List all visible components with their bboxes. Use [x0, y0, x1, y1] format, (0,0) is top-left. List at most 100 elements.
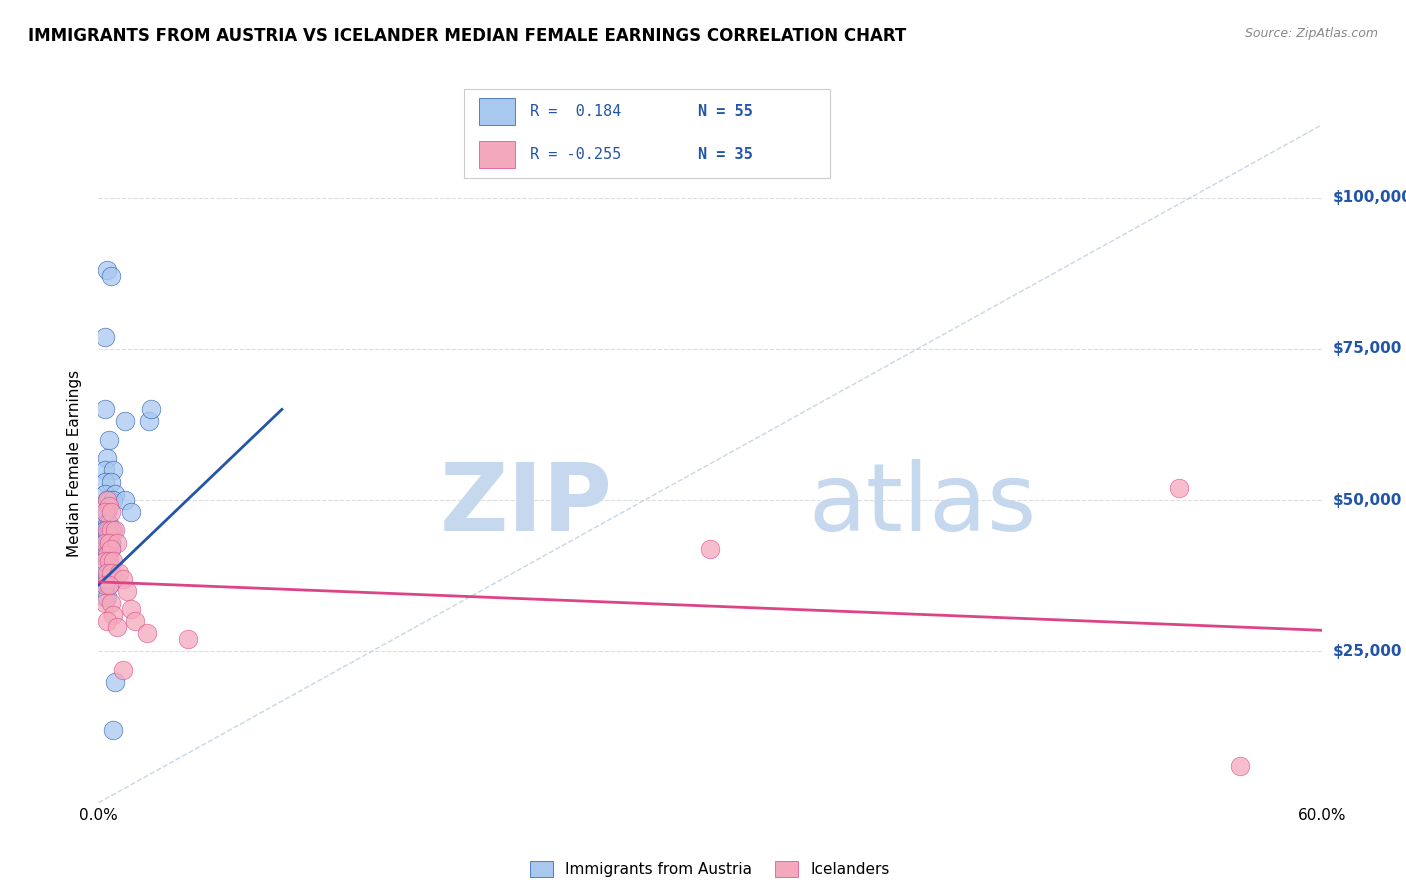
Point [120, 505, 142, 519]
Point [93, 529, 115, 543]
Point [93, 535, 115, 549]
Point [138, 414, 160, 429]
Point [101, 524, 124, 538]
Point [136, 626, 159, 640]
Point [96, 263, 118, 277]
Point [177, 632, 200, 647]
Point [96, 572, 118, 586]
Point [96, 548, 118, 562]
Point [93, 554, 115, 568]
Point [104, 487, 127, 501]
Text: $50,000: $50,000 [1333, 492, 1402, 508]
Point [97, 541, 120, 556]
Point [97, 535, 120, 549]
Point [100, 524, 122, 538]
Point [93, 596, 115, 610]
Point [93, 578, 115, 592]
Point [97, 493, 120, 508]
Point [93, 541, 115, 556]
Point [93, 517, 115, 532]
Point [101, 493, 124, 508]
Point [100, 566, 122, 580]
Point [96, 517, 118, 532]
Point [97, 529, 120, 543]
Point [101, 608, 124, 623]
Point [100, 535, 122, 549]
Point [115, 583, 138, 598]
Point [96, 590, 118, 604]
Text: $100,000: $100,000 [1333, 190, 1406, 205]
Point [108, 566, 131, 580]
Text: R =  0.184: R = 0.184 [530, 104, 621, 119]
Point [97, 535, 120, 549]
Point [104, 524, 127, 538]
Point [101, 723, 124, 738]
Point [93, 572, 115, 586]
Point [1167, 481, 1189, 495]
Point [100, 535, 122, 549]
Bar [478, 98, 515, 125]
Point [101, 463, 124, 477]
Point [100, 596, 122, 610]
Point [96, 529, 118, 543]
Point [96, 541, 118, 556]
Point [96, 566, 118, 580]
Point [97, 524, 120, 538]
Point [96, 535, 118, 549]
Point [100, 505, 122, 519]
Point [111, 663, 134, 677]
Point [100, 541, 122, 556]
Text: $75,000: $75,000 [1333, 342, 1402, 356]
Point [93, 505, 115, 519]
Text: $25,000: $25,000 [1333, 644, 1402, 659]
Point [93, 578, 115, 592]
Point [97, 578, 120, 592]
Point [97, 500, 120, 514]
Point [96, 548, 118, 562]
Bar [478, 141, 515, 168]
Point [111, 572, 134, 586]
Y-axis label: Median Female Earnings: Median Female Earnings [67, 370, 83, 558]
Point [96, 524, 118, 538]
Point [93, 330, 115, 344]
Point [97, 554, 120, 568]
Point [100, 475, 122, 489]
Point [114, 414, 136, 429]
Text: IMMIGRANTS FROM AUSTRIA VS ICELANDER MEDIAN FEMALE EARNINGS CORRELATION CHART: IMMIGRANTS FROM AUSTRIA VS ICELANDER MED… [28, 27, 907, 45]
Point [93, 559, 115, 574]
Point [93, 548, 115, 562]
Point [100, 269, 122, 284]
Point [96, 566, 118, 580]
Text: Source: ZipAtlas.com: Source: ZipAtlas.com [1244, 27, 1378, 40]
Point [96, 554, 118, 568]
Point [93, 487, 115, 501]
Point [93, 554, 115, 568]
Point [105, 535, 128, 549]
Point [93, 590, 115, 604]
Text: N = 55: N = 55 [697, 104, 752, 119]
Point [104, 674, 127, 689]
Text: R = -0.255: R = -0.255 [530, 147, 621, 161]
Point [120, 602, 142, 616]
Point [93, 505, 115, 519]
Point [93, 524, 115, 538]
Point [97, 517, 120, 532]
Point [105, 620, 128, 634]
Point [1229, 759, 1251, 773]
Point [96, 614, 118, 628]
Point [699, 541, 721, 556]
Point [93, 402, 115, 417]
Point [96, 505, 118, 519]
Point [96, 450, 118, 465]
Point [93, 566, 115, 580]
Legend: Immigrants from Austria, Icelanders: Immigrants from Austria, Icelanders [524, 855, 896, 883]
Point [101, 554, 124, 568]
Point [93, 535, 115, 549]
Text: atlas: atlas [808, 458, 1036, 550]
Point [96, 578, 118, 592]
Text: N = 35: N = 35 [697, 147, 752, 161]
Point [100, 541, 122, 556]
Text: ZIP: ZIP [439, 458, 612, 550]
Point [96, 493, 118, 508]
Point [124, 614, 146, 628]
